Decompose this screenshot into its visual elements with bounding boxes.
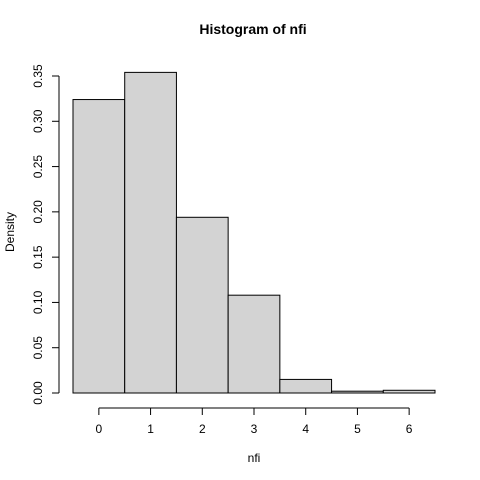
histogram-bar-0	[72, 99, 126, 394]
y-tick-label-0: 0.00	[31, 381, 45, 405]
histogram-bar-6	[382, 389, 436, 394]
histogram-bar-5	[331, 390, 384, 394]
y-tick-label-3: 0.15	[31, 245, 45, 269]
y-tick-label-7: 0.35	[31, 64, 45, 88]
histogram-bar-4	[279, 378, 333, 394]
x-tick-label-0: 0	[96, 422, 103, 436]
y-axis-label: Density	[3, 212, 17, 252]
x-axis: 0 1 2 3 4 5 6	[96, 407, 413, 436]
x-tick-label-6: 6	[406, 422, 413, 436]
y-axis: 0.00 0.05 0.10 0.15 0.20 0.25 0.30 0.35	[31, 64, 60, 405]
x-tick-label-1: 1	[147, 422, 154, 436]
y-tick-label-1: 0.05	[31, 336, 45, 360]
x-tick-label-2: 2	[199, 422, 206, 436]
y-tick-label-5: 0.25	[31, 155, 45, 179]
histogram-bar-3	[227, 294, 281, 394]
bars-group	[72, 71, 436, 394]
x-tick-label-3: 3	[251, 422, 258, 436]
x-tick-label-5: 5	[354, 422, 361, 436]
chart-title: Histogram of nfi	[199, 21, 306, 37]
histogram-bar-2	[175, 216, 229, 394]
y-tick-label-2: 0.10	[31, 290, 45, 314]
y-tick-label-6: 0.30	[31, 109, 45, 133]
y-tick-label-4: 0.20	[31, 200, 45, 224]
x-axis-label: nfi	[248, 451, 261, 465]
x-tick-label-4: 4	[302, 422, 309, 436]
histogram-bar-1	[124, 71, 177, 394]
